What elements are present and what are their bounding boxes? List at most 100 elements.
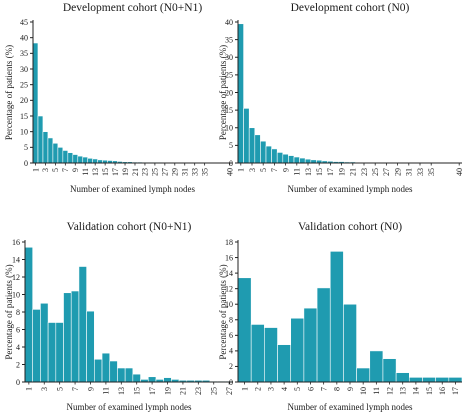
y-tick-label: 35 (225, 35, 233, 44)
chart-title: Development cohort (N0) (291, 2, 410, 14)
bar (72, 154, 79, 164)
y-tick-label: 4 (16, 343, 20, 352)
y-tick-label: 25 (225, 71, 233, 80)
x-tick-label: 4 (280, 387, 289, 391)
bar (101, 352, 111, 383)
bar (163, 377, 172, 383)
bar (70, 290, 80, 383)
bar (117, 367, 126, 383)
x-tick-label: 5 (55, 387, 64, 391)
bar (109, 360, 118, 383)
x-tick-label: 33 (190, 168, 199, 176)
x-tick-label: 25 (371, 168, 380, 176)
x-tick-label: 17 (326, 168, 335, 176)
chart-title: Validation cohort (N0) (298, 221, 402, 233)
x-tick-label: 31 (405, 168, 414, 176)
x-tick-label: 19 (163, 387, 172, 395)
x-tick-label: 1 (240, 387, 249, 391)
y-tick-label: 8 (16, 308, 20, 317)
bar (369, 350, 384, 383)
bar (147, 376, 157, 383)
bar (288, 155, 295, 164)
x-tick-label: 25 (210, 387, 219, 395)
bar (32, 309, 41, 383)
bar (276, 152, 284, 164)
x-tick-label: 17 (111, 168, 120, 176)
y-tick-label: 30 (225, 53, 233, 62)
bar (382, 358, 397, 383)
x-tick-label: 23 (194, 387, 203, 395)
bar (40, 302, 49, 383)
x-tick-label: 7 (319, 387, 328, 391)
x-tick-label: 25 (151, 168, 160, 176)
y-tick-label: 0 (24, 159, 28, 168)
x-tick-label: 3 (40, 387, 49, 391)
y-tick-label: 6 (16, 325, 20, 334)
x-tick-label: 9 (346, 387, 355, 391)
x-tick-label: 29 (393, 168, 402, 176)
bar (82, 156, 89, 164)
x-axis-label: Number of examined lymph nodes (288, 402, 413, 412)
y-tick-label: 15 (225, 106, 233, 115)
y-tick-label: 30 (20, 65, 28, 74)
y-tick-label: 40 (20, 33, 28, 42)
x-tick-label: 40 (225, 168, 234, 176)
x-tick-label: 35 (200, 168, 209, 176)
bar (62, 150, 69, 164)
x-tick-label: 1 (237, 168, 246, 172)
y-axis-label: Percentage of patients (%) (4, 264, 14, 359)
x-tick-label: 17 (148, 387, 157, 395)
bar (329, 251, 344, 383)
x-tick-label: 40 (455, 168, 464, 176)
y-tick-label: 0 (16, 378, 20, 387)
x-tick-label: 15 (315, 168, 324, 176)
x-tick-label: 1 (25, 387, 34, 391)
x-tick-label: 19 (337, 168, 346, 176)
bar (237, 23, 244, 164)
bar (271, 148, 278, 164)
bar (265, 145, 272, 164)
bar (124, 367, 134, 383)
y-tick-label: 10 (225, 124, 233, 133)
bar (316, 287, 331, 383)
x-tick-label: 23 (360, 168, 369, 176)
x-tick-label: 13 (304, 168, 313, 176)
y-tick-label: 16 (225, 253, 233, 262)
bar (63, 292, 72, 383)
x-tick-label: 11 (293, 168, 302, 176)
bar (395, 372, 410, 383)
bar (78, 266, 87, 383)
x-tick-label: 2 (254, 387, 263, 391)
x-tick-label: 3 (248, 168, 257, 172)
bar (248, 127, 256, 164)
bar (24, 246, 33, 383)
bar (94, 358, 103, 383)
x-tick-label: 3 (41, 168, 50, 172)
x-tick-label: 29 (171, 168, 180, 176)
x-tick-label: 17 (451, 387, 460, 395)
bar (448, 377, 463, 383)
y-tick-label: 14 (12, 255, 20, 264)
x-tick-label: 15 (101, 168, 110, 176)
bar (435, 377, 450, 383)
x-tick-label: 19 (121, 168, 130, 176)
y-tick-label: 10 (20, 127, 28, 136)
x-tick-label: 13 (117, 387, 126, 395)
x-tick-label: 12 (385, 387, 394, 395)
bar (77, 155, 84, 164)
y-tick-label: 40 (225, 18, 233, 27)
bar (52, 142, 59, 164)
x-tick-label: 13 (91, 168, 100, 176)
y-tick-label: 2 (16, 360, 20, 369)
y-tick-label: 8 (229, 316, 233, 325)
x-axis-label: Number of examined lymph nodes (288, 184, 413, 194)
x-tick-label: 11 (102, 387, 111, 395)
y-tick-label: 0 (229, 378, 233, 387)
x-tick-label: 3 (267, 387, 276, 391)
bar (243, 108, 250, 164)
bar (47, 137, 54, 164)
bar (254, 134, 261, 164)
